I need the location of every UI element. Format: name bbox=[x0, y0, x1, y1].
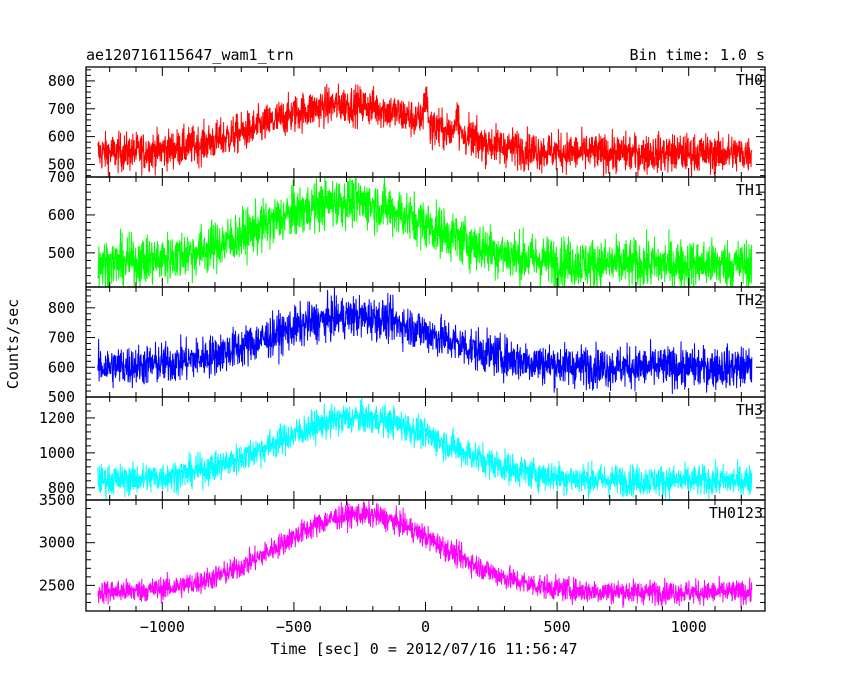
x-axis-label: Time [sec] 0 = 2012/07/16 11:56:47 bbox=[270, 640, 577, 658]
series-line-th0 bbox=[97, 83, 753, 177]
y-tick-label: 700 bbox=[48, 329, 75, 347]
y-tick-label: 600 bbox=[48, 206, 75, 224]
series-line-th2 bbox=[97, 287, 753, 394]
panel-name-th2: TH2 bbox=[736, 291, 763, 309]
y-tick-label: 800 bbox=[48, 72, 75, 90]
y-tick-label: 1200 bbox=[39, 409, 75, 427]
series-line-th1 bbox=[97, 177, 753, 287]
x-tick-label: −500 bbox=[276, 618, 312, 636]
panel-name-th3: TH3 bbox=[736, 401, 763, 419]
y-tick-label: 500 bbox=[48, 388, 75, 406]
x-tick-label: −1000 bbox=[140, 618, 185, 636]
y-tick-label: 700 bbox=[48, 100, 75, 118]
y-tick-label: 800 bbox=[48, 479, 75, 497]
y-tick-label: 800 bbox=[48, 299, 75, 317]
x-tick-label: 500 bbox=[544, 618, 571, 636]
series-line-th3 bbox=[97, 397, 753, 500]
y-tick-label: 600 bbox=[48, 358, 75, 376]
y-tick-label: 500 bbox=[48, 244, 75, 262]
panel-name-th0123: TH0123 bbox=[709, 504, 763, 522]
series-line-th0123 bbox=[97, 500, 753, 609]
y-tick-label: 1000 bbox=[39, 444, 75, 462]
y-tick-label: 500 bbox=[48, 155, 75, 173]
x-tick-label: 1000 bbox=[671, 618, 707, 636]
y-tick-label: 700 bbox=[48, 168, 75, 186]
y-tick-label: 2500 bbox=[39, 576, 75, 594]
x-tick-label: 0 bbox=[421, 618, 430, 636]
panel-name-th1: TH1 bbox=[736, 181, 763, 199]
panels-group: 500 600 700 800 TH0 500 600 700 TH1 500 600 700 800 T… bbox=[39, 66, 766, 636]
chart-title-left: ae120716115647_wam1_trn bbox=[86, 46, 294, 64]
chart-title-right: Bin time: 1.0 s bbox=[630, 46, 765, 64]
y-tick-label: 3500 bbox=[39, 491, 75, 509]
y-tick-label: 3000 bbox=[39, 534, 75, 552]
y-tick-label: 600 bbox=[48, 128, 75, 146]
panel-name-th0: TH0 bbox=[736, 71, 763, 89]
y-axis-label: Counts/sec bbox=[4, 299, 22, 389]
